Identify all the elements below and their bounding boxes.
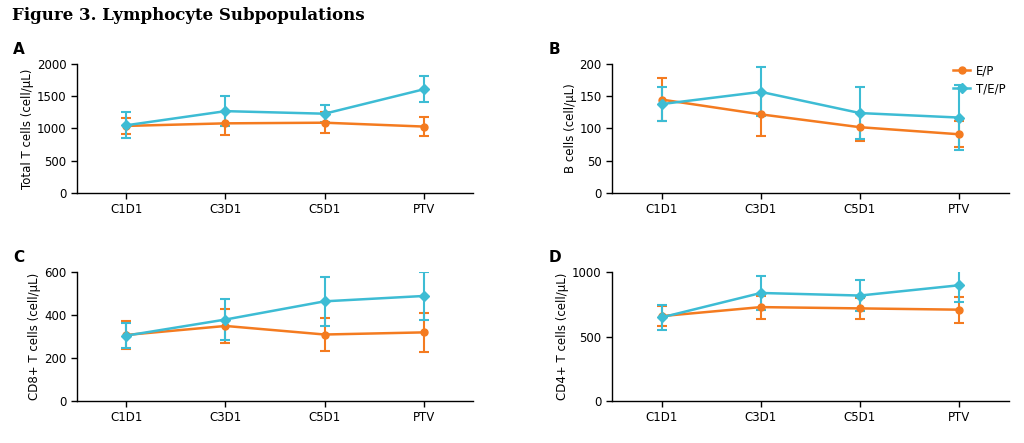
Text: C: C: [13, 250, 25, 265]
Y-axis label: CD8+ T cells (cell/μL): CD8+ T cells (cell/μL): [29, 273, 41, 400]
Text: B: B: [549, 42, 560, 57]
Y-axis label: CD4+ T cells (cell/μL): CD4+ T cells (cell/μL): [556, 273, 569, 400]
Legend: E/P, T/E/P: E/P, T/E/P: [948, 60, 1011, 100]
Text: Figure 3. Lymphocyte Subpopulations: Figure 3. Lymphocyte Subpopulations: [12, 7, 365, 23]
Y-axis label: Total T cells (cell/μL): Total T cells (cell/μL): [20, 68, 34, 189]
Y-axis label: B cells (cell/μL): B cells (cell/μL): [563, 84, 577, 173]
Text: A: A: [13, 42, 26, 57]
Text: D: D: [549, 250, 561, 265]
